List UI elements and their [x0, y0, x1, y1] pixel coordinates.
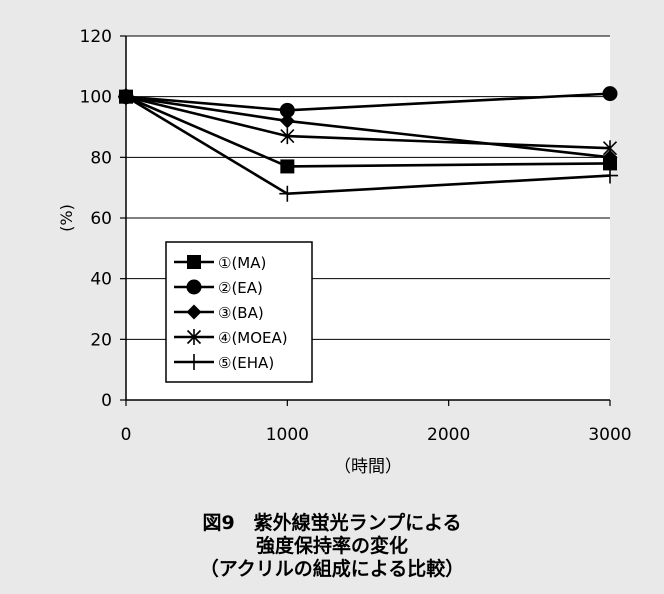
y-tick-label-2: 40: [90, 270, 112, 290]
y-tick-label-0: 0: [101, 391, 112, 411]
y-axis-label: (%): [57, 204, 76, 232]
data-point-2-3: [602, 86, 618, 102]
series-4: [118, 88, 618, 157]
data-point-3-3: [602, 149, 618, 165]
y-tick-label-1: 20: [90, 330, 112, 350]
data-point-3-2: [279, 113, 295, 129]
data-point-2-2: [279, 102, 295, 118]
legend-label-2: ②(EA): [218, 279, 263, 297]
legend-label-5: ⑤(EHA): [218, 354, 274, 372]
legend-item-1: ①(MA): [174, 254, 266, 272]
data-point-5-1: [118, 88, 134, 105]
caption-line-3: （アクリルの組成による比較）: [199, 558, 465, 580]
caption-line-2: 強度保持率の変化: [255, 535, 408, 557]
legend-label-4: ④(MOEA): [218, 329, 288, 347]
caption-line-1: 図9 紫外線蛍光ランプによる: [202, 512, 462, 534]
y-tick-label-3: 60: [90, 209, 112, 229]
legend-marker-4: [186, 329, 202, 345]
x-tick-label-2: 2000: [427, 425, 470, 445]
y-tick-label-4: 80: [90, 148, 112, 168]
y-tick-label-6: 120: [80, 27, 112, 47]
data-point-4-2: [280, 128, 295, 145]
x-axis-label: （時間）: [334, 457, 402, 477]
legend-marker-3: [186, 304, 202, 320]
legend-item-3: ③(BA): [174, 304, 264, 322]
legend-marker-2: [186, 279, 202, 295]
legend-marker-1: [187, 255, 201, 269]
legend-item-2: ②(EA): [174, 279, 263, 297]
legend: ①(MA) ②(EA) ③(BA) ④(MOEA) ⑤(EHA): [165, 241, 313, 383]
x-tick-label-3: 3000: [588, 425, 631, 445]
series-layer: [118, 86, 618, 202]
data-point-1-2: [280, 159, 295, 174]
data-point-4-3: [602, 140, 618, 157]
y-tick-label-5: 100: [80, 88, 112, 108]
data-point-5-2: [279, 185, 296, 202]
data-point-5-3: [602, 167, 618, 184]
legend-marker-5: [186, 354, 202, 370]
x-tick-label-0: 0: [121, 425, 132, 445]
legend-label-3: ③(BA): [218, 304, 264, 322]
tick-labels: 0 20 40 60 80 100 120 0 1000 2000 3000: [80, 27, 632, 445]
legend-item-4: ④(MOEA): [174, 329, 288, 347]
x-tick-label-1: 1000: [266, 425, 309, 445]
legend-label-1: ①(MA): [218, 254, 266, 272]
series-5: [118, 88, 618, 202]
legend-item-5: ⑤(EHA): [174, 354, 274, 372]
